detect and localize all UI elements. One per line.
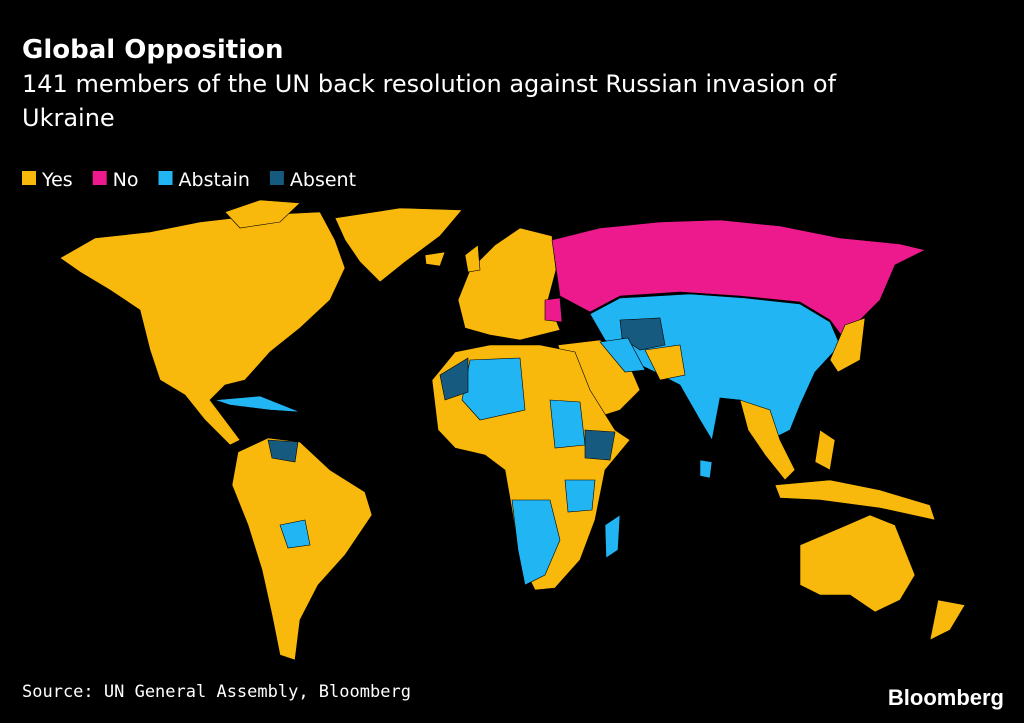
europe bbox=[457, 227, 561, 341]
legend-swatch bbox=[269, 171, 284, 185]
madagascar bbox=[604, 514, 621, 559]
morocco-absent bbox=[439, 357, 469, 401]
subtitle: 141 members of the UN back resolution ag… bbox=[22, 70, 837, 98]
legend-swatch bbox=[158, 171, 173, 185]
afghanistan bbox=[644, 344, 686, 381]
caribbean bbox=[214, 395, 301, 413]
indonesia bbox=[774, 479, 936, 521]
greenland bbox=[334, 207, 463, 283]
sudan bbox=[549, 399, 586, 449]
world-map bbox=[59, 199, 966, 661]
south-america bbox=[231, 437, 373, 661]
logo: Bloomberg bbox=[888, 685, 1004, 710]
source: Source: UN General Assembly, Bloomberg bbox=[22, 682, 411, 702]
ethiopia bbox=[584, 429, 616, 461]
sri-lanka bbox=[699, 459, 713, 479]
title: Global Opposition bbox=[22, 35, 284, 65]
new-zealand bbox=[929, 599, 966, 641]
legend-label: Abstain bbox=[179, 169, 250, 191]
australia bbox=[799, 514, 916, 613]
subtitle: Ukraine bbox=[22, 104, 115, 132]
southern-africa-abstain bbox=[511, 499, 561, 586]
east-africa-abstain bbox=[564, 479, 596, 513]
philippines bbox=[814, 429, 836, 471]
legend-label: No bbox=[113, 169, 139, 191]
venezuela bbox=[267, 439, 299, 463]
uk bbox=[464, 244, 481, 273]
iceland bbox=[424, 251, 446, 267]
bolivia bbox=[279, 519, 311, 549]
central-asia-absent bbox=[619, 317, 666, 351]
legend-label: Yes bbox=[41, 169, 73, 191]
southeast-asia bbox=[739, 399, 796, 481]
arctic-islands bbox=[224, 199, 301, 229]
legend: Yes No Abstain Absent bbox=[22, 169, 356, 191]
japan bbox=[829, 317, 866, 373]
north-africa-abstain bbox=[461, 357, 526, 421]
belarus bbox=[544, 297, 563, 323]
legend-label: Absent bbox=[290, 169, 356, 191]
legend-swatch bbox=[92, 171, 107, 185]
legend-swatch bbox=[22, 171, 36, 185]
iran bbox=[599, 337, 646, 373]
